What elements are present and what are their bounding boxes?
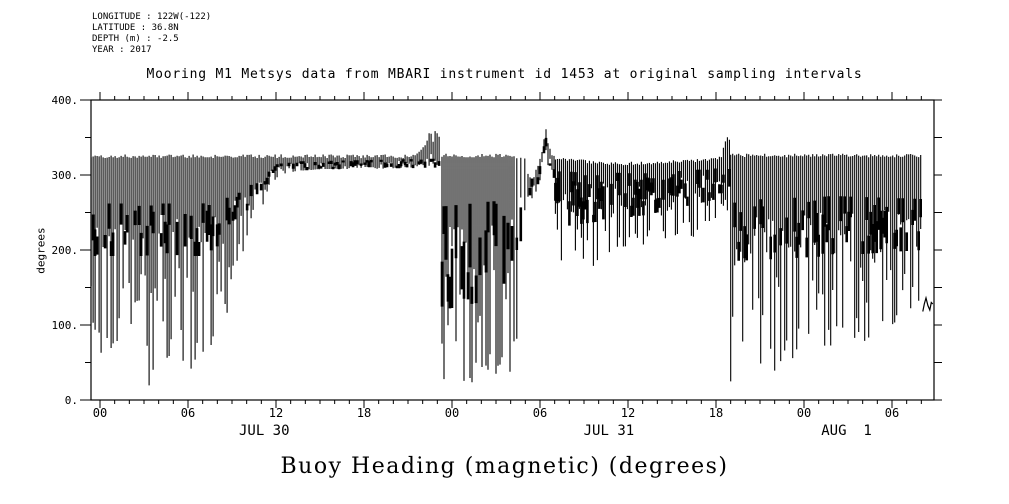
- x-tick-label: 00: [796, 406, 812, 420]
- y-tick-label: 100.: [51, 319, 79, 332]
- metadata-line: DEPTH (m) : -2.5: [92, 34, 179, 44]
- bottom-axis-title: Buoy Heading (magnetic) (degrees): [280, 454, 729, 479]
- x-tick-label: 12: [268, 406, 284, 420]
- x-tick-label: 12: [620, 406, 636, 420]
- x-tick-label: 00: [444, 406, 460, 420]
- metadata-line: YEAR : 2017: [92, 45, 152, 55]
- metadata-line: LONGITUDE : 122W(-122): [92, 12, 212, 22]
- plot-title: Mooring M1 Metsys data from MBARI instru…: [146, 67, 863, 82]
- x-date-label: AUG 1: [821, 423, 872, 439]
- x-tick-label: 06: [884, 406, 900, 420]
- x-date-label: JUL 30: [238, 423, 290, 439]
- y-tick-label: 300.: [51, 169, 79, 182]
- y-tick-label: 0.: [64, 394, 78, 407]
- x-tick-label: 18: [708, 406, 724, 420]
- heading-series-dense-band: [91, 137, 922, 309]
- x-tick-label: 06: [532, 406, 548, 420]
- x-date-label: JUL 31: [583, 423, 635, 439]
- axis-ticks: [80, 92, 942, 408]
- heading-series-tail: [922, 295, 934, 313]
- y-tick-label: 200.: [51, 244, 79, 257]
- x-tick-label: 00: [92, 406, 108, 420]
- x-tick-label: 18: [356, 406, 372, 420]
- y-tick-label: 400.: [51, 94, 79, 107]
- x-tick-label: 06: [180, 406, 196, 420]
- metadata-line: LATITUDE : 36.8N: [92, 23, 179, 33]
